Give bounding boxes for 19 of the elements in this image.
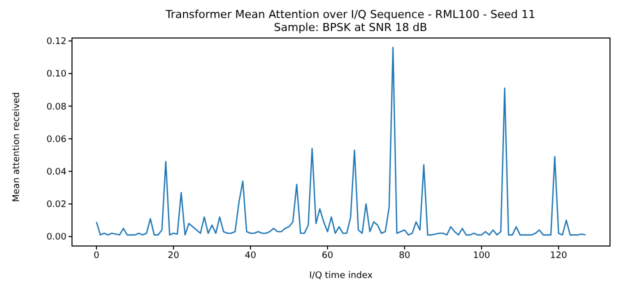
y-tick-label: 0.12 (46, 37, 66, 48)
chart-subtitle: Sample: BPSK at SNR 18 dB (272, 21, 428, 34)
y-tick-label: 0.08 (46, 102, 67, 112)
x-tick-label: 100 (472, 250, 490, 261)
y-tick-label: 0.06 (46, 134, 67, 145)
y-tick-label: 0.02 (46, 200, 66, 210)
x-axis-title: I/Q time index (309, 271, 374, 281)
x-tick-label: 40 (244, 250, 256, 261)
x-tick-label: 0 (94, 250, 100, 261)
y-axis-title: Mean attention received (12, 92, 22, 202)
x-tick-label: 80 (398, 250, 411, 261)
line-series (96, 46, 586, 236)
y-tick-label: 0.10 (46, 70, 67, 80)
chart-title: Transformer Mean Attention over I/Q Sequence - RML100 - Seed 11 (164, 8, 536, 21)
x-tick-label: 20 (168, 250, 180, 261)
y-tick-label: 0.04 (46, 168, 67, 178)
y-tick-label: 0.00 (46, 232, 67, 243)
x-tick-label: 60 (322, 250, 334, 261)
x-tick-label: 120 (550, 250, 568, 261)
